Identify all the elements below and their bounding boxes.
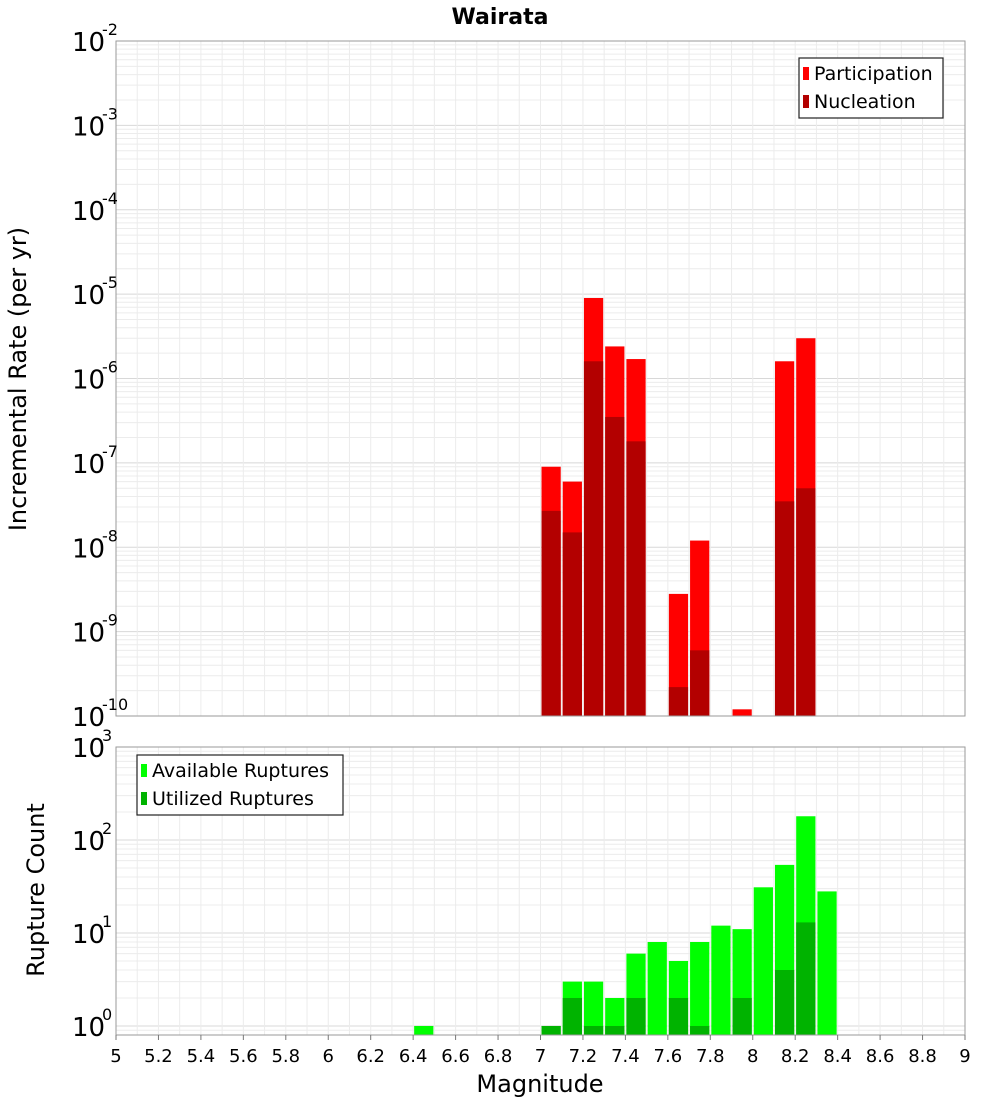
top-y-tick-label: 10 [72,703,105,733]
utilized-ruptures-bar [626,997,646,1035]
nucleation-bar [583,361,604,716]
nucleation-bar [562,532,582,716]
nucleation-bar [605,416,625,716]
bottom-legend [136,754,344,816]
available-ruptures-bar [605,997,625,1035]
utilized-ruptures-bar [668,997,689,1035]
x-tick-label: 8.4 [823,1046,852,1067]
x-tick-label: 7.6 [654,1046,683,1067]
x-tick-label: 5.2 [144,1046,173,1067]
top-y-tick-label: 10 [72,112,105,142]
top-plot-grid [116,41,966,717]
x-tick-label: 7 [535,1046,546,1067]
top-y-tick-label-exponent: -10 [102,695,128,714]
utilized-ruptures-bar [562,997,582,1035]
x-tick-label: 6 [323,1046,334,1067]
utilized-ruptures-bars [541,922,816,1035]
top-y-tick-label-exponent: -8 [102,526,118,545]
top-y-tick-label-exponent: -7 [102,442,118,461]
bottom-y-tick-label: 10 [72,920,105,950]
nucleation-bar [541,510,561,716]
top-y-tick-label: 10 [72,28,105,58]
top-y-tick-label-exponent: -9 [102,611,118,630]
bottom-y-tick-label-exponent: 1 [102,912,112,931]
top-legend-swatch [803,95,809,108]
available-ruptures-bar [583,981,604,1035]
x-tick-label: 7.4 [611,1046,640,1067]
available-ruptures-bar [647,942,667,1035]
top-legend-entry: Nucleation [814,91,916,113]
top-legend-swatch [803,67,809,80]
x-tick-label: 5.4 [187,1046,216,1067]
bottom-legend-entry: Available Ruptures [152,760,329,782]
bottom-legend-box [136,754,344,816]
utilized-ruptures-bar [605,1025,625,1035]
utilized-ruptures-bar [541,1025,561,1035]
x-tick-label: 6.6 [441,1046,470,1067]
bottom-y-tick-label-exponent: 2 [102,819,112,838]
top-y-tick-label: 10 [72,366,105,396]
participation-bar [732,709,752,716]
top-y-tick-label: 10 [72,534,105,564]
available-ruptures-bar [817,891,837,1035]
available-ruptures-bar [753,887,773,1035]
bottom-y-tick-label: 10 [72,827,105,857]
utilized-ruptures-bar [796,922,816,1035]
top-y-tick-label-exponent: -6 [102,358,118,377]
top-y-tick-label-exponent: -2 [102,20,118,39]
x-tick-label: 7.2 [569,1046,598,1067]
utilized-ruptures-bar [583,1025,604,1035]
x-tick-label: 5.6 [229,1046,258,1067]
top-y-tick-label-exponent: -3 [102,104,118,123]
bottom-legend-entry: Utilized Ruptures [152,788,314,810]
bottom-y-axis-label: Rupture Count [22,803,50,977]
utilized-ruptures-bar [690,1025,710,1035]
nucleation-bar [774,501,795,716]
bottom-legend-swatch [141,792,147,805]
participation-bar [668,593,689,716]
top-y-tick-label-exponent: -5 [102,273,118,292]
utilized-ruptures-bar [774,969,795,1035]
top-y-tick-label-exponent: -4 [102,189,118,208]
top-y-tick-label: 10 [72,281,105,311]
bottom-legend-swatch [141,764,147,777]
bottom-y-tick-label: 10 [72,1013,105,1043]
top-plot-frame [115,40,966,717]
x-tick-label: 6.2 [356,1046,385,1067]
x-tick-label: 7.8 [696,1046,725,1067]
x-tick-label: 8.2 [781,1046,810,1067]
available-ruptures-bar [414,1025,434,1035]
nucleation-bar [668,687,689,716]
x-tick-label: 5 [110,1046,121,1067]
bottom-y-tick-label-exponent: 0 [102,1005,112,1024]
top-y-tick-label: 10 [72,197,105,227]
x-tick-label: 8.8 [908,1046,937,1067]
nucleation-bars [541,361,816,716]
nucleation-bar [626,441,646,716]
nucleation-bar [796,488,816,716]
x-axis-label: Magnitude [476,1070,603,1098]
top-y-tick-label: 10 [72,619,105,649]
x-tick-label: 9 [959,1046,970,1067]
top-legend-box [798,57,944,119]
chart-title: Wairata [452,5,549,30]
top-y-axis-label: Incremental Rate (per yr) [4,227,32,531]
bottom-y-tick-label: 10 [72,734,105,764]
top-legend [798,57,944,119]
x-tick-label: 8.6 [866,1046,895,1067]
x-tick-label: 8 [747,1046,758,1067]
top-legend-entry: Participation [814,63,933,85]
utilized-ruptures-bar [732,997,752,1035]
bottom-y-tick-label-exponent: 3 [102,726,112,745]
nucleation-bar [690,650,710,716]
x-tick-label: 6.8 [484,1046,513,1067]
available-ruptures-bar [711,925,731,1035]
x-tick-label: 6.4 [399,1046,428,1067]
x-tick-label: 5.8 [271,1046,300,1067]
available-ruptures-bar [690,942,710,1035]
top-y-tick-label: 10 [72,450,105,480]
